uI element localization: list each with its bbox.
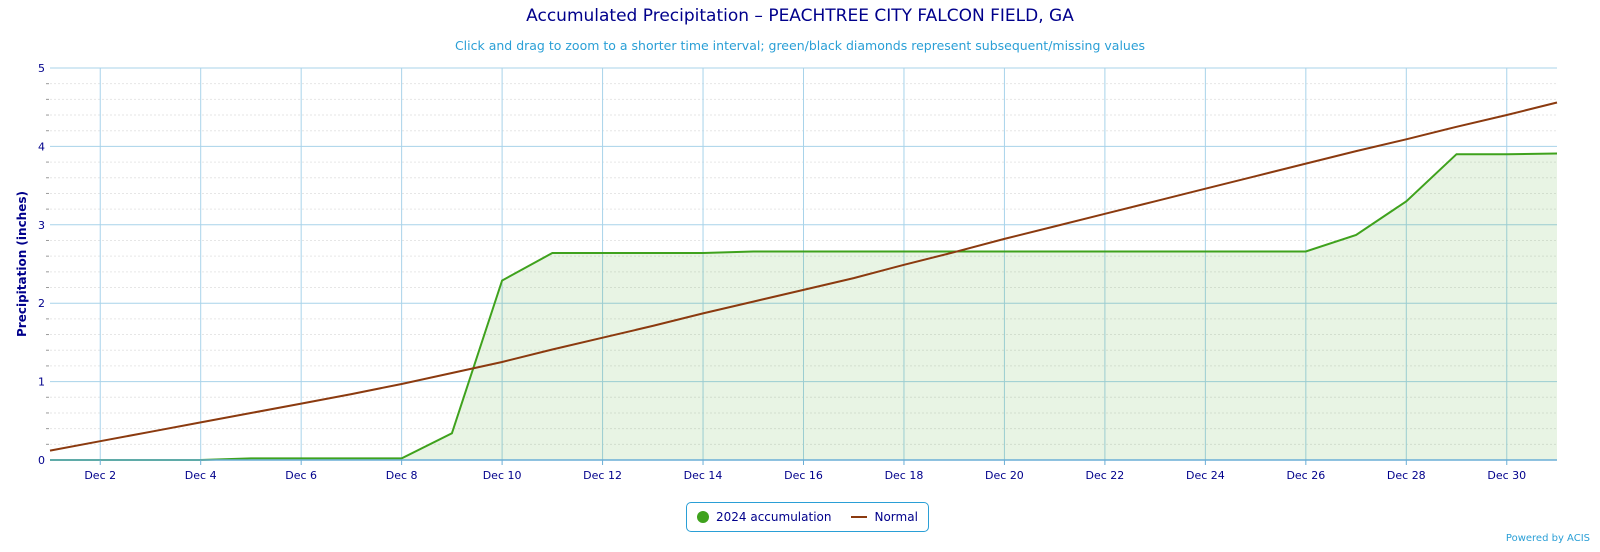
legend-item-normal[interactable]: Normal — [851, 510, 918, 524]
x-tick-label: Dec 12 — [583, 469, 622, 482]
normal-swatch-icon — [851, 516, 868, 518]
x-tick-label: Dec 28 — [1387, 469, 1426, 482]
normal-line — [49, 101, 1558, 452]
accumulation-line — [50, 152, 1558, 461]
y-tick-label: 4 — [38, 140, 45, 153]
x-tick-label: Dec 24 — [1186, 469, 1225, 482]
legend-label-normal: Normal — [874, 510, 918, 524]
legend-item-accumulation[interactable]: 2024 accumulation — [697, 510, 831, 524]
x-tick-label: Dec 30 — [1487, 469, 1526, 482]
accumulation-area — [50, 153, 1557, 460]
x-tick-label: Dec 4 — [185, 469, 217, 482]
precipitation-chart[interactable]: 0 1 2 3 4 5 Dec 2 Dec 4 Dec 6 Dec 8 Dec 10 Dec 12 De… — [0, 0, 1600, 500]
legend-label-accumulation: 2024 accumulation — [716, 510, 832, 524]
x-tick-label: Dec 8 — [386, 469, 418, 482]
axes: 0 1 2 3 4 5 Dec 2 Dec 4 Dec 6 Dec 8 Dec 10 Dec 12 De… — [38, 62, 1557, 482]
y-tick-label: 2 — [38, 297, 45, 310]
x-tick-label: Dec 22 — [1086, 469, 1125, 482]
y-tick-label: 3 — [38, 219, 45, 232]
chart-subtitle: Click and drag to zoom to a shorter time… — [454, 38, 1146, 53]
y-tick-label: 5 — [38, 62, 45, 75]
y-tick-label: 1 — [38, 376, 45, 389]
x-tick-label: Dec 10 — [483, 469, 522, 482]
x-tick-label: Dec 6 — [285, 469, 317, 482]
chart-title: Accumulated Precipitation – PEACHTREE CI… — [526, 6, 1074, 26]
y-axis-label: Precipitation (inches) — [15, 191, 29, 337]
plot-series — [49, 101, 1558, 461]
powered-by-link[interactable]: Powered by ACIS — [1505, 533, 1590, 544]
x-tick-label: Dec 26 — [1286, 469, 1325, 482]
accumulation-swatch-icon — [697, 511, 709, 523]
y-tick-label: 0 — [38, 454, 45, 467]
legend: 2024 accumulation Normal — [686, 502, 929, 532]
x-tick-label: Dec 18 — [885, 469, 924, 482]
x-tick-label: Dec 2 — [84, 469, 116, 482]
x-tick-label: Dec 16 — [784, 469, 823, 482]
x-tick-label: Dec 20 — [985, 469, 1024, 482]
x-tick-label: Dec 14 — [684, 469, 723, 482]
